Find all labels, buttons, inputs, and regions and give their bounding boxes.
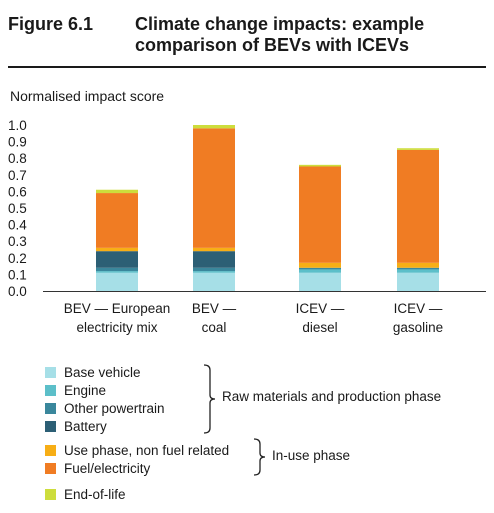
y-tick-label: 0.1 bbox=[8, 267, 27, 282]
legend-swatch bbox=[45, 366, 56, 378]
y-tick-label: 0.4 bbox=[8, 218, 27, 233]
bar-segment bbox=[193, 247, 235, 252]
x-tick-label: BEV — coal bbox=[192, 301, 237, 335]
inuse-phase-brace bbox=[253, 438, 266, 476]
x-tick-label: ICEV — gasoline bbox=[393, 301, 443, 335]
legend-label: Battery bbox=[64, 418, 107, 434]
legend-item: Use phase, non fuel related bbox=[45, 442, 229, 458]
bar-segment bbox=[193, 251, 235, 268]
legend-swatch bbox=[45, 420, 56, 432]
y-tick-label: 0.8 bbox=[8, 151, 27, 166]
figure-label: Figure 6.1 bbox=[8, 14, 94, 34]
header-rule bbox=[8, 66, 486, 68]
bar-segment bbox=[193, 267, 235, 272]
bar-segment bbox=[397, 267, 439, 270]
y-tick-label: 0.0 bbox=[8, 284, 27, 299]
bar-segment bbox=[96, 271, 138, 273]
bar-segment bbox=[193, 271, 235, 273]
bar-segment bbox=[299, 262, 341, 268]
bar-segment bbox=[299, 166, 341, 263]
legend-item: Other powertrain bbox=[45, 400, 165, 416]
bar-segment bbox=[397, 272, 439, 291]
legend: Base vehicle Engine Other powertrain Batter… bbox=[45, 362, 485, 512]
legend-label: Use phase, non fuel related bbox=[64, 442, 230, 458]
bar-segment bbox=[397, 262, 439, 268]
raw-phase-label: Raw materials and production phase bbox=[222, 389, 442, 404]
y-tick-label: 0.7 bbox=[8, 168, 27, 183]
bar-segment bbox=[193, 125, 235, 129]
figure-header: Figure 6.1 Climate change impacts: examp… bbox=[8, 14, 486, 64]
y-tick-label: 1.0 bbox=[8, 118, 27, 133]
bar-segment bbox=[96, 189, 138, 194]
bar-segment bbox=[397, 148, 439, 150]
bar-segment bbox=[193, 272, 235, 291]
legend-label: Engine bbox=[64, 382, 107, 398]
legend-item: Battery bbox=[45, 418, 107, 434]
bar-segment bbox=[96, 247, 138, 252]
legend-label: Base vehicle bbox=[64, 364, 141, 380]
bar-segment bbox=[96, 272, 138, 291]
x-tick-label: BEV — European electricity mix bbox=[64, 301, 171, 335]
y-tick-label: 0.3 bbox=[8, 234, 27, 249]
raw-phase-brace bbox=[203, 364, 216, 434]
legend-swatch bbox=[45, 488, 56, 500]
bar-segment bbox=[96, 193, 138, 248]
bar-segment bbox=[397, 269, 439, 273]
legend-item: Base vehicle bbox=[45, 364, 141, 380]
y-tick-label: 0.6 bbox=[8, 184, 27, 199]
y-tick-label: 0.5 bbox=[8, 201, 27, 216]
bar-segment bbox=[299, 269, 341, 273]
y-axis-label: Normalised impact score bbox=[10, 88, 165, 104]
legend-label: Fuel/electricity bbox=[64, 460, 151, 476]
legend-swatch bbox=[45, 444, 56, 456]
legend-label: Other powertrain bbox=[64, 400, 165, 416]
legend-swatch bbox=[45, 384, 56, 396]
bar-segment bbox=[193, 128, 235, 248]
legend-swatch bbox=[45, 462, 56, 474]
legend-swatch bbox=[45, 402, 56, 414]
stacked-bar-chart: 0.0 0.10.2 0.30.4 0.5 0.60.7 0.80.9 1.0 BEV — E… bbox=[8, 118, 486, 335]
bar-segment bbox=[299, 267, 341, 270]
x-tick-label: ICEV — diesel bbox=[296, 301, 345, 335]
legend-item: Fuel/electricity bbox=[45, 460, 150, 476]
legend-item: End-of-life bbox=[45, 486, 126, 502]
figure-title: Climate change impacts: example comparis… bbox=[135, 14, 425, 55]
legend-item: Engine bbox=[45, 382, 106, 398]
bar-segment bbox=[397, 149, 439, 263]
y-tick-label: 0.9 bbox=[8, 135, 27, 150]
legend-label: End-of-life bbox=[64, 486, 126, 502]
bar-segment bbox=[96, 267, 138, 272]
inuse-phase-label: In-use phase bbox=[272, 448, 351, 463]
bar-segment bbox=[96, 251, 138, 268]
bar-segment bbox=[299, 164, 341, 167]
y-tick-label: 0.2 bbox=[8, 251, 27, 266]
bar-segment bbox=[299, 272, 341, 291]
